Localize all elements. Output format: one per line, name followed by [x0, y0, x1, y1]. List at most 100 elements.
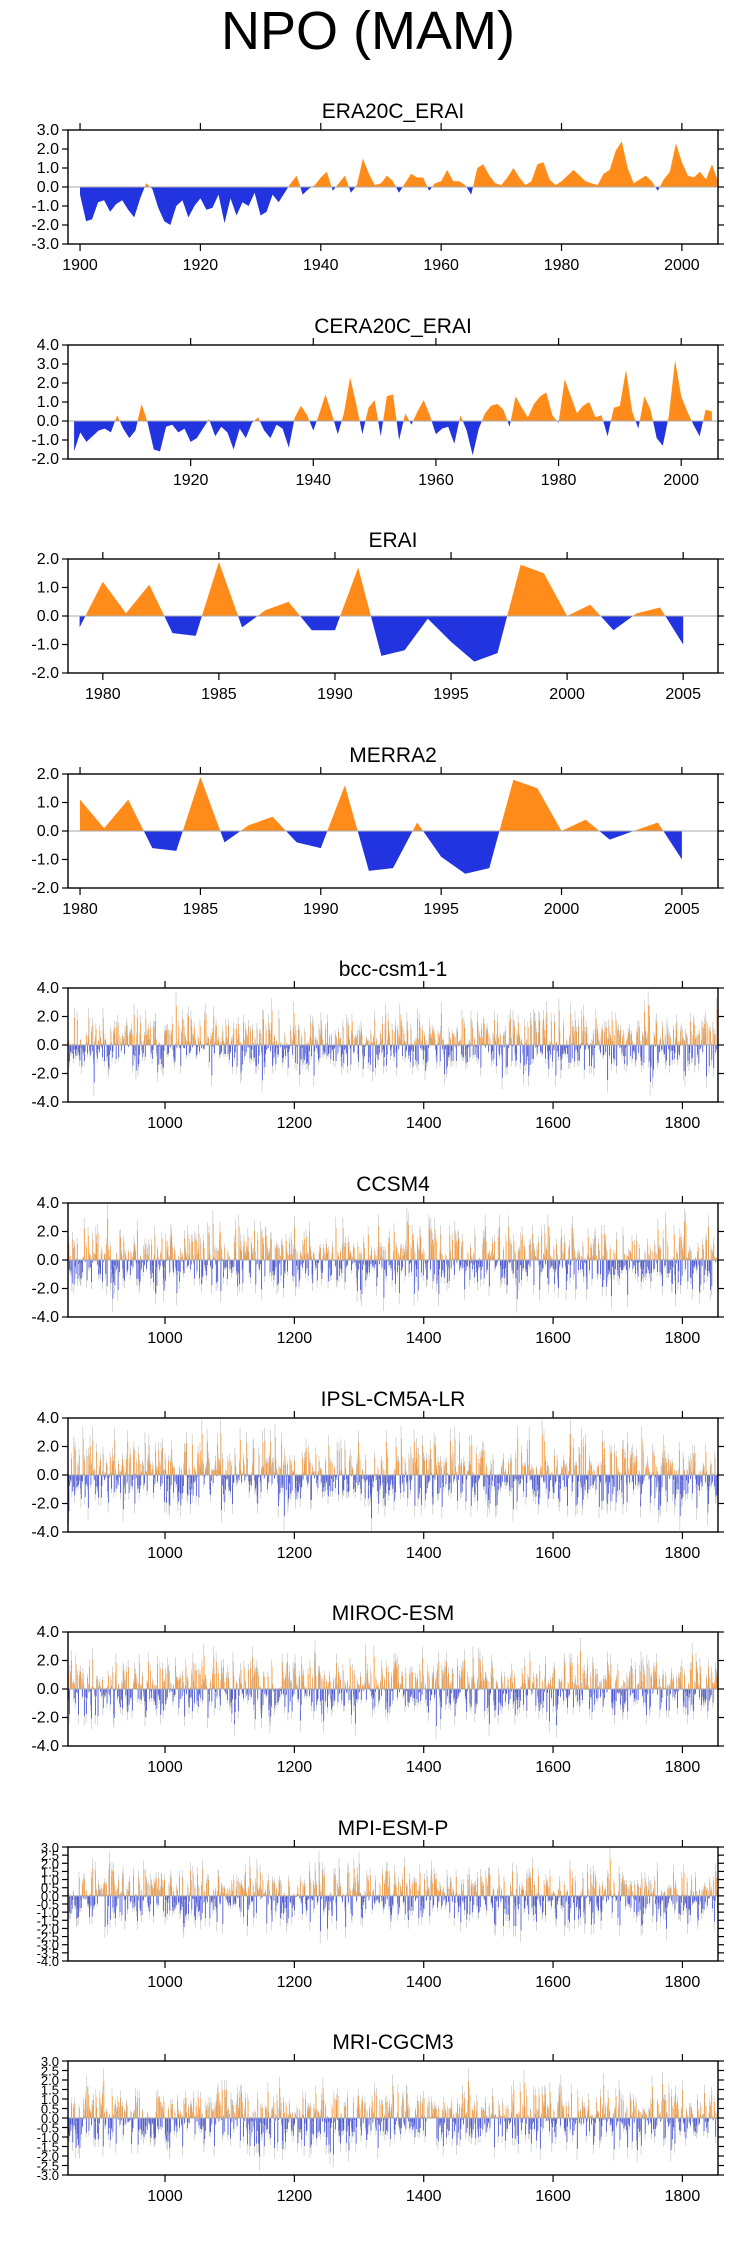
positive-bar: [424, 1251, 425, 1260]
positive-bar: [632, 1241, 633, 1260]
negative-bar: [196, 1475, 197, 1496]
negative-bar: [626, 1260, 627, 1270]
negative-bar: [133, 1045, 134, 1055]
negative-bar: [647, 1260, 648, 1267]
positive-bar: [137, 1462, 138, 1474]
x-tick-label: 1200: [277, 1115, 313, 1132]
negative-bar: [451, 1260, 452, 1268]
positive-bar: [110, 1247, 111, 1260]
y-tick-label: -1.0: [31, 851, 59, 868]
positive-bar: [327, 1253, 328, 1260]
positive-bar: [151, 1245, 152, 1260]
negative-bar: [695, 1260, 696, 1265]
positive-bar: [665, 1037, 666, 1046]
positive-bar: [225, 1248, 226, 1260]
y-tick-label: 4.0: [37, 337, 59, 354]
positive-bar: [404, 1041, 405, 1045]
negative-bar: [606, 1260, 607, 1287]
positive-bar: [563, 1027, 564, 1046]
positive-bar: [281, 1443, 282, 1474]
positive-bar: [624, 1034, 625, 1045]
negative-bar: [716, 1045, 717, 1049]
negative-bar: [94, 1475, 95, 1480]
negative-bar: [622, 1045, 623, 1053]
positive-bar: [371, 1250, 372, 1260]
negative-bar: [499, 1045, 500, 1055]
positive-bar: [668, 1247, 669, 1260]
negative-bar: [545, 1260, 546, 1264]
positive-bar: [551, 1022, 552, 1046]
positive-bar: [279, 1248, 280, 1260]
negative-bar: [602, 1260, 603, 1287]
positive-bar: [422, 1255, 423, 1260]
negative-bar: [225, 1045, 226, 1054]
negative-bar: [376, 1045, 377, 1055]
negative-bar: [553, 1260, 554, 1269]
negative-bar: [589, 1260, 590, 1270]
positive-bar: [610, 1249, 611, 1260]
positive-bar: [190, 1244, 191, 1260]
x-tick-label: 1000: [147, 1115, 183, 1132]
negative-bar: [709, 1045, 710, 1066]
negative-bar: [173, 1260, 174, 1272]
positive-bar: [164, 1469, 165, 1474]
negative-bar: [241, 1475, 242, 1482]
positive-bar: [80, 1041, 81, 1046]
positive-bar: [306, 1237, 307, 1260]
positive-bar: [132, 1036, 133, 1046]
negative-bar: [433, 1260, 434, 1281]
positive-bar: [691, 1252, 692, 1260]
negative-bar: [210, 1260, 211, 1266]
negative-bar: [568, 1260, 569, 1264]
positive-bar: [146, 1255, 147, 1260]
positive-bar: [655, 1245, 656, 1260]
positive-bar: [261, 1034, 262, 1045]
negative-bar: [164, 1475, 165, 1502]
negative-bar: [243, 1045, 244, 1051]
negative-bar: [274, 1260, 275, 1275]
negative-bar: [447, 1260, 448, 1283]
negative-bar: [386, 1260, 387, 1276]
y-tick-label: -3.0: [31, 236, 59, 253]
positive-bar: [514, 1027, 515, 1045]
negative-bar: [571, 1260, 572, 1265]
positive-bar: [250, 1032, 251, 1046]
negative-bar: [327, 1045, 328, 1056]
negative-bar: [712, 1260, 713, 1286]
positive-bar: [236, 1230, 237, 1260]
negative-bar: [474, 1260, 475, 1277]
negative-bar: [254, 1045, 255, 1058]
negative-bar: [127, 1475, 128, 1482]
positive-bar: [135, 1251, 136, 1260]
positive-bar: [283, 1465, 284, 1475]
positive-bar: [474, 1039, 475, 1045]
positive-bar: [216, 1469, 217, 1474]
positive-bar: [77, 1244, 78, 1260]
positive-bar: [611, 1039, 612, 1046]
negative-bar: [519, 1260, 520, 1283]
negative-bar: [487, 1260, 488, 1269]
negative-bar: [507, 1045, 508, 1067]
negative-bar: [653, 1045, 654, 1070]
positive-bar: [354, 1248, 355, 1260]
chart-title: MERRA2: [349, 744, 437, 767]
negative-bar: [347, 1045, 348, 1066]
negative-bar: [659, 1045, 660, 1052]
negative-bar: [406, 1045, 407, 1050]
positive-bar: [377, 1040, 378, 1045]
negative-bar: [526, 1045, 527, 1064]
positive-bar: [698, 1035, 699, 1045]
positive-bar: [307, 1254, 308, 1260]
positive-bar: [493, 1036, 494, 1046]
x-tick-label: 1800: [665, 1115, 701, 1132]
negative-bar: [250, 1045, 251, 1058]
negative-bar: [358, 1045, 359, 1062]
negative-bar: [363, 1260, 364, 1265]
positive-bar: [483, 1238, 484, 1260]
x-tick-label: 1960: [423, 257, 459, 274]
positive-bar: [150, 1464, 151, 1474]
negative-bar: [294, 1260, 295, 1277]
negative-bar: [259, 1045, 260, 1056]
negative-bar: [194, 1260, 195, 1279]
negative-bar: [213, 1475, 214, 1483]
